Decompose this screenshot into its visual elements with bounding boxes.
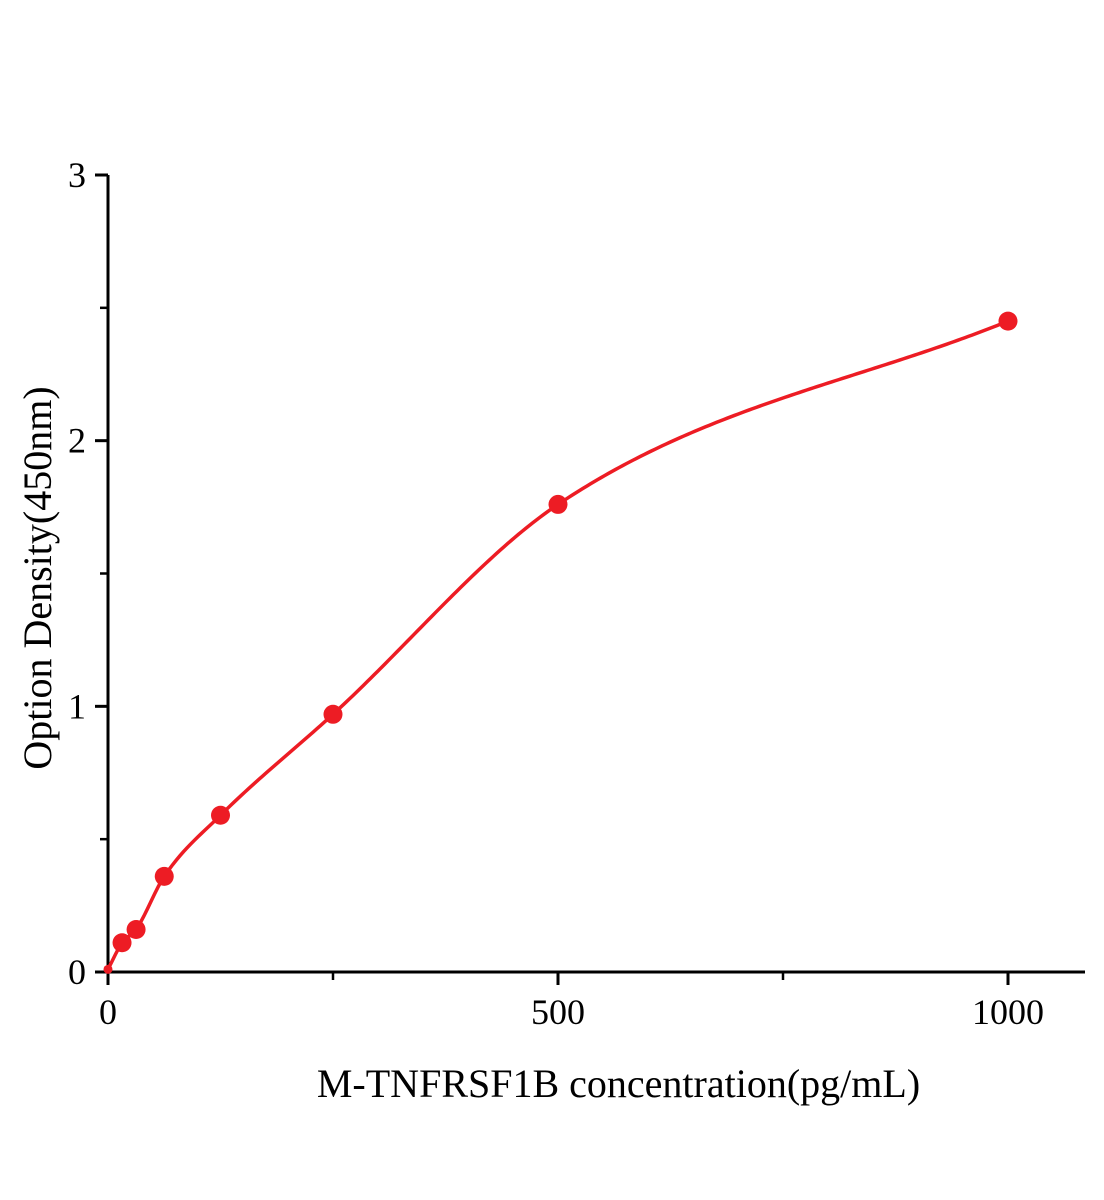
data-point bbox=[126, 919, 146, 939]
x-axis-title: M-TNFRSF1B concentration(pg/mL) bbox=[316, 1061, 921, 1106]
data-point bbox=[154, 866, 174, 886]
data-point bbox=[998, 311, 1018, 331]
x-tick-label: 0 bbox=[99, 992, 117, 1032]
y-tick-label: 2 bbox=[68, 421, 86, 461]
fitted-curve bbox=[106, 319, 1010, 972]
x-tick-label: 500 bbox=[531, 992, 585, 1032]
y-tick-label: 1 bbox=[68, 686, 86, 726]
y-axis-title: Option Density(450nm) bbox=[15, 386, 60, 770]
data-point bbox=[548, 494, 568, 514]
data-point bbox=[323, 704, 343, 724]
data-point bbox=[112, 933, 132, 953]
y-tick-label: 3 bbox=[68, 155, 86, 195]
data-point bbox=[211, 805, 230, 825]
data-point bbox=[103, 964, 113, 974]
x-tick-label: 1000 bbox=[972, 992, 1044, 1032]
y-tick-label: 0 bbox=[68, 952, 86, 992]
